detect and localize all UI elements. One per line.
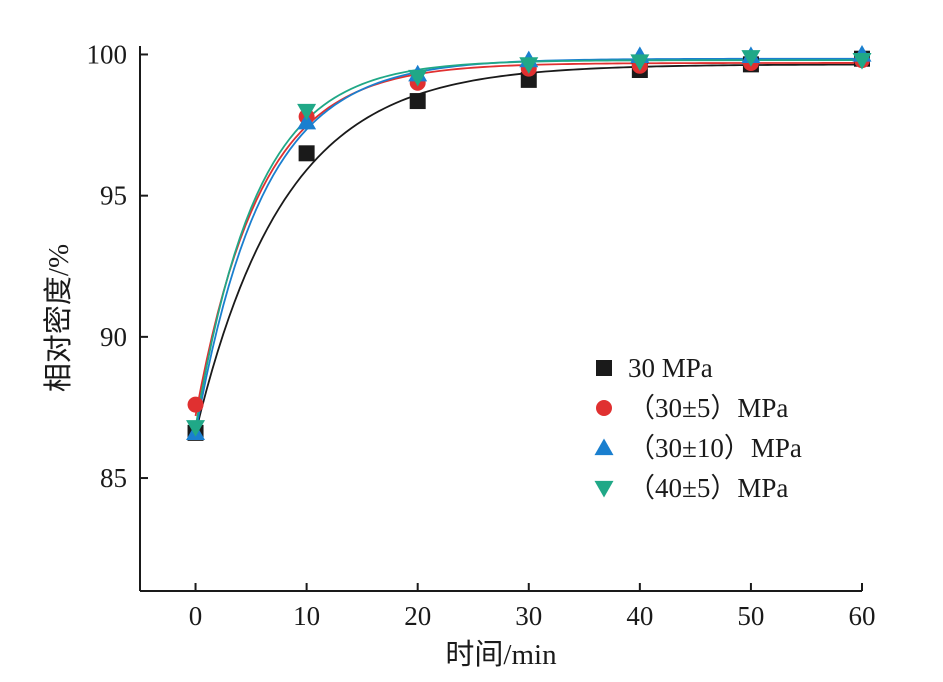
data-point: [409, 93, 426, 110]
legend-marker: [596, 360, 612, 376]
x-tick-label: 10: [293, 601, 320, 631]
data-points: [186, 44, 872, 441]
data-point: [297, 103, 317, 121]
x-tick-label: 60: [849, 601, 876, 631]
x-tick-label: 0: [189, 601, 203, 631]
y-tick-label: 95: [100, 181, 127, 211]
legend-marker: [596, 400, 612, 416]
x-axis-label: 时间/min: [445, 638, 557, 671]
data-point: [187, 396, 204, 413]
x-tick-label: 40: [626, 601, 653, 631]
data-point: [852, 52, 872, 70]
data-point: [186, 420, 206, 437]
data-point: [298, 145, 315, 162]
legend-marker: [594, 438, 614, 456]
data-point: [519, 57, 539, 74]
fit-curve: [194, 59, 862, 428]
y-tick-label: 90: [100, 322, 127, 352]
axes: 0 10 20 30 40 50 60 85 90 95 100 时间/min 相对密度/%: [42, 39, 876, 671]
data-point: [630, 54, 650, 72]
y-tick-label: 100: [87, 39, 128, 69]
data-point: [297, 112, 317, 130]
y-ticks: 85 90 95 100: [87, 39, 148, 493]
y-tick-label: 85: [100, 463, 127, 493]
data-point: [520, 71, 537, 88]
data-point: [408, 69, 428, 87]
legend: 30 MPa （30±5）MPa （30±10）MPa （40±5）MPa: [594, 353, 802, 503]
fit-curve: [194, 63, 863, 434]
y-axis-label: 相对密度/%: [42, 244, 75, 392]
x-ticks: 0 10 20 30 40 50 60: [189, 583, 876, 631]
legend-label: 30 MPa: [628, 353, 713, 383]
fit-curves: [194, 57, 863, 434]
x-tick-label: 20: [404, 601, 431, 631]
fit-curve: [194, 57, 863, 434]
legend-label: （30±10）MPa: [628, 433, 802, 463]
x-tick-label: 50: [737, 601, 764, 631]
x-tick-label: 30: [515, 601, 542, 631]
fit-curve: [194, 62, 863, 417]
legend-marker: [594, 480, 614, 498]
legend-label: （40±5）MPa: [628, 473, 788, 503]
legend-label: （30±5）MPa: [628, 393, 788, 423]
data-point: [741, 50, 761, 67]
